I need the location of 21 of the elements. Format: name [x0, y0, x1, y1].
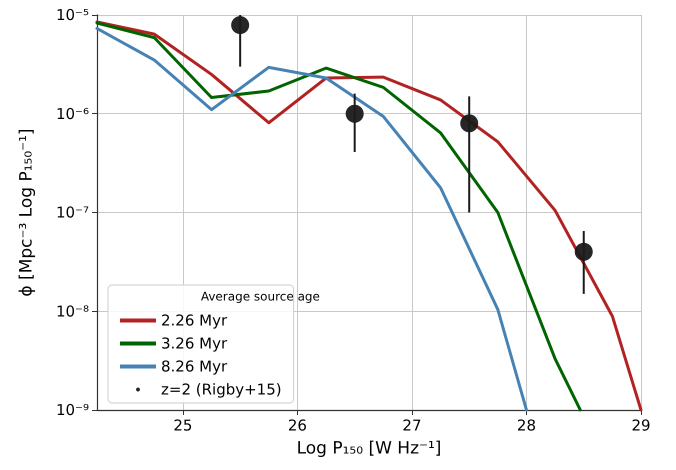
- point: [460, 114, 478, 132]
- x-axis-title: Log P₁₅₀ [W Hz⁻¹]: [296, 438, 442, 458]
- point: [574, 242, 593, 261]
- point: [231, 16, 250, 34]
- y-tick-label: 10⁻⁵: [56, 6, 89, 24]
- legend-title: Average source age: [200, 290, 320, 304]
- legend-label: 8.26 Myr: [161, 358, 228, 376]
- x-tick-label: 28: [516, 416, 536, 434]
- y-tick-label: 10⁻⁶: [56, 104, 89, 123]
- legend-label: z=2 (Rigby+15): [161, 380, 282, 398]
- y-axis-title: ϕ [Mpc⁻³ Log P₁₅₀⁻¹]: [16, 128, 36, 297]
- x-tick-label: 29: [631, 416, 651, 434]
- y-tick-label: 10⁻⁸: [56, 302, 89, 320]
- x-tick-label: 27: [402, 416, 422, 434]
- y-tick-label: 10⁻⁷: [56, 204, 89, 222]
- point: [346, 104, 364, 123]
- x-tick-label: 26: [288, 416, 307, 434]
- legend-label: 2.26 Myr: [161, 312, 228, 330]
- x-tick-label: 25: [173, 416, 192, 434]
- y-tick-label: 10⁻⁹: [56, 401, 89, 419]
- legend-label: 3.26 Myr: [161, 334, 228, 352]
